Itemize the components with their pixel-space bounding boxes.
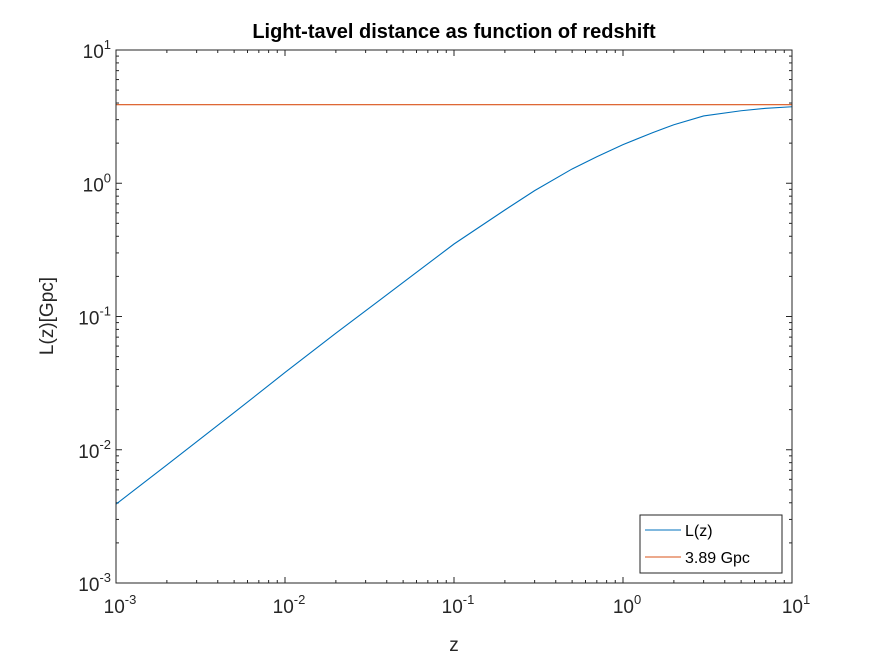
x-axis-label: z: [449, 635, 459, 656]
series-line-1: [115, 106, 793, 505]
legend: L(z) 3.89 Gpc: [639, 514, 783, 574]
y-tick-label: 10-1: [78, 304, 111, 330]
series-layer: [115, 104, 793, 505]
x-tick-label: 10-1: [442, 592, 475, 618]
tick-labels: 10-3 10-2 10-1 100 101 10-3 10-2 10-1 100 101: [78, 37, 810, 618]
legend-label: L(z): [685, 523, 713, 540]
y-tick-label: 10-2: [78, 437, 111, 463]
x-tick-label: 100: [613, 592, 641, 618]
plot-frame: [115, 49, 793, 584]
legend-box: [639, 514, 783, 574]
legend-label: 3.89 Gpc: [685, 550, 750, 567]
x-tick-label: 101: [782, 592, 810, 618]
y-tick-label: 100: [83, 170, 111, 196]
chart-title: Light-tavel distance as function of reds…: [252, 21, 656, 43]
x-tick-label: 10-2: [273, 592, 306, 618]
y-tick-label: 10-3: [78, 570, 111, 596]
x-tick-label: 10-3: [104, 592, 137, 618]
y-axis-label: L(z)[Gpc]: [37, 277, 58, 355]
plot-area: [116, 50, 792, 583]
y-tick-label: 101: [83, 37, 111, 63]
